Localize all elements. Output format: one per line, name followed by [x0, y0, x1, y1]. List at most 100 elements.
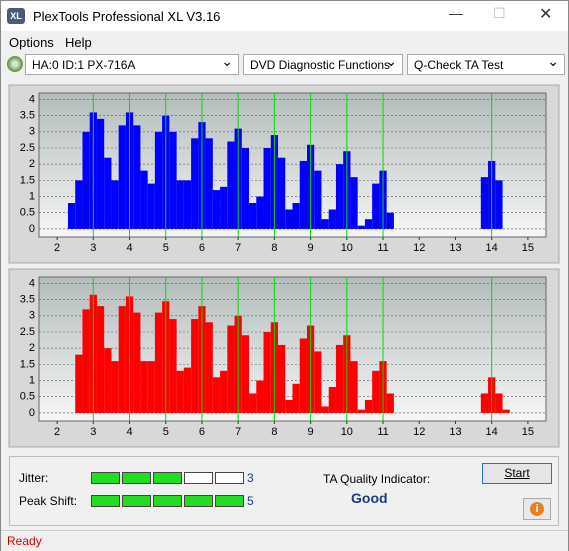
bar — [147, 361, 155, 413]
y-tick-label: 2.5 — [20, 142, 35, 154]
x-tick-label: 12 — [413, 426, 425, 438]
bar — [249, 393, 257, 413]
y-tick-label: 1.5 — [20, 174, 35, 186]
bar — [75, 354, 83, 413]
bar — [82, 309, 90, 413]
meter-segment — [122, 472, 151, 484]
x-tick-label: 5 — [163, 242, 169, 254]
bar — [67, 203, 76, 229]
bar — [140, 361, 148, 413]
bar — [314, 170, 322, 229]
charts: 00.511.522.533.542 3 4 5 6 7 8 9 10 11 12 13 14 1500.… — [8, 84, 560, 448]
bar — [335, 344, 344, 413]
bar — [256, 380, 264, 413]
bar — [480, 393, 489, 413]
bar — [328, 387, 336, 413]
bar — [278, 344, 286, 413]
bar — [147, 183, 155, 229]
x-tick-label: 9 — [308, 242, 314, 254]
close-button[interactable]: ✕ — [539, 6, 553, 23]
bar — [176, 180, 184, 229]
bar — [386, 393, 394, 413]
bar — [480, 177, 489, 229]
bar — [502, 409, 510, 413]
meter-segment — [215, 472, 244, 484]
x-tick-label: 10 — [341, 426, 353, 438]
drive-icon — [7, 56, 23, 72]
minimize-button[interactable]: — — [449, 5, 463, 21]
bar — [227, 325, 235, 413]
maximize-button[interactable]: ☐ — [493, 5, 506, 21]
info-button[interactable]: i — [523, 498, 551, 520]
bar — [364, 219, 373, 229]
bar — [96, 118, 105, 229]
meter-segment — [153, 472, 182, 484]
x-tick-label: 15 — [522, 242, 534, 254]
test-select[interactable]: Q-Check TA Test — [407, 51, 565, 75]
jitter-value: 3 — [247, 471, 254, 485]
function-select[interactable]: DVD Diagnostic Functions — [243, 51, 403, 75]
bar — [154, 312, 163, 413]
y-tick-label: 0.5 — [20, 391, 35, 403]
bar — [292, 203, 300, 229]
bar — [104, 348, 112, 413]
bar — [350, 177, 358, 229]
x-tick-label: 14 — [486, 426, 498, 438]
menu-item[interactable]: Help — [65, 35, 92, 50]
jitter-meter — [91, 472, 246, 484]
bar — [82, 131, 90, 229]
bar — [357, 225, 365, 229]
meter-segment — [122, 495, 151, 507]
y-tick-label: 3 — [29, 310, 35, 322]
bar — [263, 148, 271, 229]
bar — [220, 370, 228, 413]
x-tick-label: 2 — [54, 242, 60, 254]
y-tick-label: 3 — [29, 126, 35, 138]
bar — [241, 148, 250, 229]
y-tick-label: 2 — [29, 158, 35, 170]
y-tick-label: 2 — [29, 342, 35, 354]
bar — [191, 138, 199, 229]
bar — [292, 383, 300, 413]
bar — [278, 157, 286, 229]
start-button[interactable]: Start — [482, 463, 552, 484]
bar — [285, 209, 293, 229]
meter-segment — [153, 495, 182, 507]
bar — [111, 180, 119, 229]
bar — [118, 306, 126, 413]
bar — [104, 157, 112, 229]
y-tick-label: 4 — [29, 93, 35, 105]
x-tick-label: 3 — [90, 426, 96, 438]
bar — [249, 203, 257, 229]
window-title: PlexTools Professional XL V3.16 — [33, 9, 221, 24]
status-bar: Ready — [1, 530, 568, 551]
meter-segment — [91, 472, 120, 484]
bar — [183, 180, 192, 229]
bar — [285, 399, 293, 413]
x-tick-label: 11 — [377, 426, 388, 438]
bar — [205, 138, 213, 229]
y-tick-label: 1 — [29, 190, 35, 202]
ta-value: Good — [351, 490, 388, 506]
bar — [372, 370, 380, 413]
x-tick-label: 13 — [449, 426, 461, 438]
bar — [75, 180, 83, 229]
drive-select[interactable]: HA:0 ID:1 PX-716A — [25, 51, 239, 75]
menu-item[interactable]: Options — [9, 35, 54, 50]
bar — [191, 319, 199, 413]
y-tick-label: 4 — [29, 277, 35, 289]
bar — [96, 306, 105, 413]
y-tick-label: 2.5 — [20, 326, 35, 338]
bar — [328, 209, 336, 229]
y-tick-label: 0 — [29, 223, 35, 235]
y-tick-label: 3.5 — [20, 110, 35, 122]
meter-segment — [215, 495, 244, 507]
bar — [183, 367, 192, 413]
ta-label: TA Quality Indicator: — [323, 472, 431, 486]
x-tick-label: 7 — [235, 242, 241, 254]
title-bar: XL PlexTools Professional XL V3.16 — ☐ ✕ — [1, 1, 568, 31]
bar — [314, 351, 322, 413]
peak-shift-meter — [91, 495, 246, 507]
x-tick-label: 9 — [308, 426, 314, 438]
